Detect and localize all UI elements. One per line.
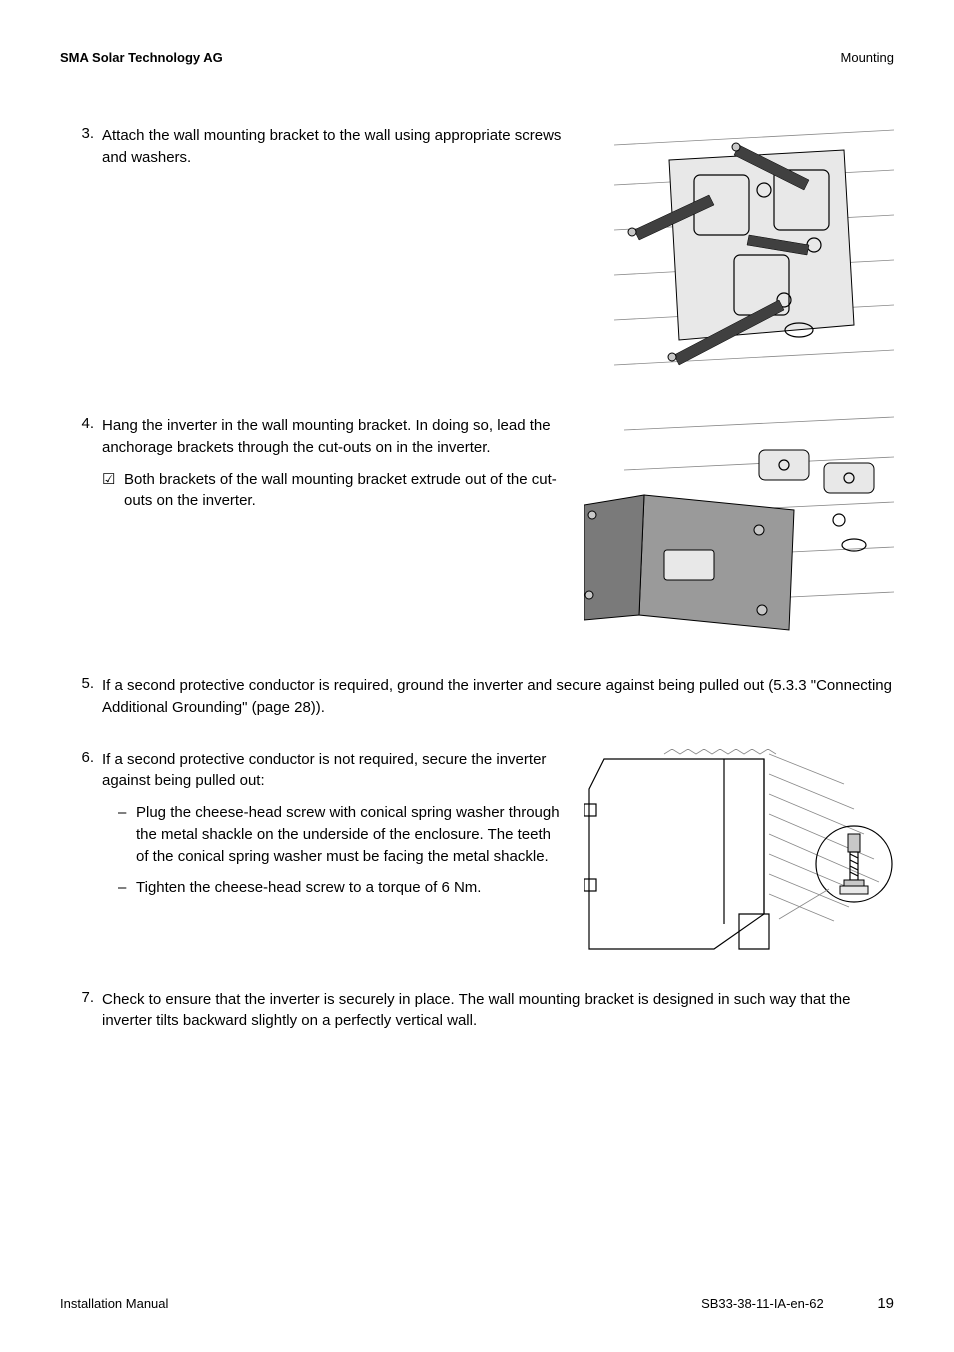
- step-text: Check to ensure that the inverter is sec…: [102, 989, 894, 1033]
- step-5: 5. If a second protective conductor is r…: [60, 675, 894, 719]
- footer-doc-code: SB33-38-11-IA-en-62: [701, 1296, 824, 1311]
- step-number: 6.: [60, 749, 102, 959]
- header-company: SMA Solar Technology AG: [60, 50, 223, 65]
- bullet-text: Tighten the cheese-head screw to a torqu…: [136, 877, 481, 899]
- bullet-dash-icon: –: [118, 802, 136, 867]
- figure-bracket-to-wall: [584, 125, 894, 385]
- bullet-item: – Plug the cheese-head screw with conica…: [118, 802, 566, 867]
- step-number: 5.: [60, 675, 102, 719]
- bullet-item: – Tighten the cheese-head screw to a tor…: [118, 877, 566, 899]
- bullet-dash-icon: –: [118, 877, 136, 899]
- step-text: If a second protective conductor is requ…: [102, 675, 894, 719]
- checkbox-icon: ☑: [102, 469, 124, 513]
- step-number: 3.: [60, 125, 102, 385]
- figure-secure-screw: [584, 749, 894, 959]
- step-3: 3. Attach the wall mounting bracket to t…: [60, 125, 894, 385]
- step-text: If a second protective conductor is not …: [102, 749, 566, 793]
- page-header: SMA Solar Technology AG Mounting: [60, 50, 894, 65]
- step-6: 6. If a second protective conductor is n…: [60, 749, 894, 959]
- page-footer: Installation Manual SB33-38-11-IA-en-62 …: [60, 1295, 894, 1312]
- step-7: 7. Check to ensure that the inverter is …: [60, 989, 894, 1033]
- step-check: ☑ Both brackets of the wall mounting bra…: [102, 469, 566, 513]
- footer-page-number: 19: [877, 1295, 894, 1312]
- footer-doc-type: Installation Manual: [60, 1296, 168, 1311]
- header-section: Mounting: [841, 50, 894, 65]
- bullet-text: Plug the cheese-head screw with conical …: [136, 802, 566, 867]
- step-4: 4. Hang the inverter in the wall mountin…: [60, 415, 894, 645]
- check-text: Both brackets of the wall mounting brack…: [124, 469, 566, 513]
- figure-inverter-on-bracket: [584, 415, 894, 645]
- step-text: Attach the wall mounting bracket to the …: [102, 125, 566, 385]
- step-number: 4.: [60, 415, 102, 645]
- step-number: 7.: [60, 989, 102, 1033]
- step-text: Hang the inverter in the wall mounting b…: [102, 415, 566, 459]
